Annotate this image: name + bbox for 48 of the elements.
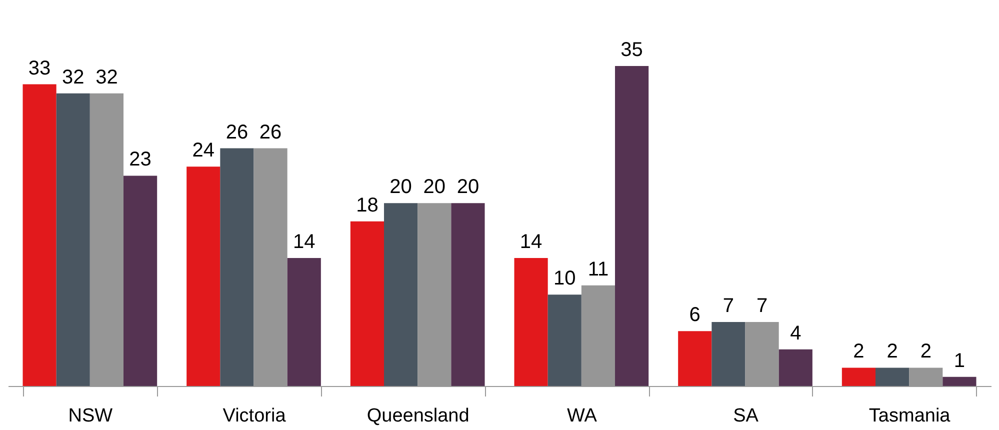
bar <box>548 294 582 386</box>
data-label: 24 <box>192 140 214 162</box>
bar <box>842 368 876 386</box>
data-label: 26 <box>226 121 248 144</box>
data-label: 2 <box>886 340 898 363</box>
bar <box>220 148 254 386</box>
data-label: 23 <box>129 148 152 171</box>
data-label: 7 <box>756 295 768 317</box>
bar <box>287 258 321 386</box>
data-label: 4 <box>790 322 802 344</box>
x-tick-label: Tasmania <box>868 406 951 426</box>
data-label: 20 <box>456 176 480 198</box>
bar <box>451 203 485 386</box>
x-tick-label: Victoria <box>222 406 286 426</box>
bar <box>350 221 384 386</box>
data-label: 35 <box>620 39 643 61</box>
data-label: 32 <box>62 66 84 88</box>
data-label: 14 <box>520 231 542 253</box>
bar <box>124 176 158 386</box>
data-label: 14 <box>293 231 316 253</box>
data-label: 33 <box>28 57 51 80</box>
bar <box>615 66 649 386</box>
bar <box>186 166 220 386</box>
x-tick-label: NSW <box>68 406 113 426</box>
bar <box>778 349 812 386</box>
bar <box>942 376 976 386</box>
data-label: 32 <box>96 66 118 88</box>
x-tick-label: SA <box>733 406 759 426</box>
bar <box>678 331 712 386</box>
data-label: 2 <box>853 340 864 363</box>
bar <box>712 322 746 386</box>
data-label: 20 <box>423 176 446 198</box>
data-label: 7 <box>722 295 734 317</box>
x-tick-label: Queensland <box>366 406 470 426</box>
data-label: 10 <box>554 268 576 290</box>
bar <box>22 84 56 386</box>
data-label: 6 <box>689 304 700 326</box>
data-label: 1 <box>954 350 966 372</box>
data-label: 18 <box>356 194 378 216</box>
bar <box>514 258 548 386</box>
data-label: 20 <box>390 176 412 198</box>
data-label: 2 <box>920 340 932 363</box>
bar <box>384 203 418 386</box>
data-label: 26 <box>259 121 282 144</box>
data-label: 11 <box>588 258 609 280</box>
x-tick-label: WA <box>566 406 598 426</box>
bar <box>56 93 90 386</box>
bar <box>876 368 910 386</box>
